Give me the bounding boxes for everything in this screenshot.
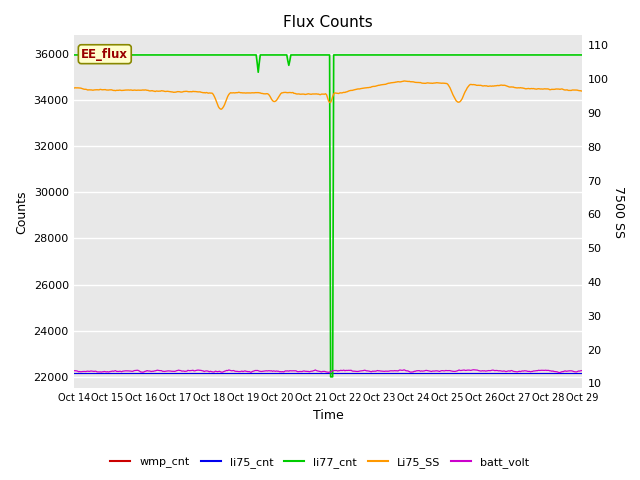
Legend: wmp_cnt, li75_cnt, li77_cnt, Li75_SS, batt_volt: wmp_cnt, li75_cnt, li77_cnt, Li75_SS, ba…: [106, 452, 534, 472]
X-axis label: Time: Time: [313, 409, 344, 422]
Text: EE_flux: EE_flux: [81, 48, 128, 60]
Title: Flux Counts: Flux Counts: [283, 15, 373, 30]
Y-axis label: 7500 SS: 7500 SS: [612, 186, 625, 238]
Y-axis label: Counts: Counts: [15, 190, 28, 234]
